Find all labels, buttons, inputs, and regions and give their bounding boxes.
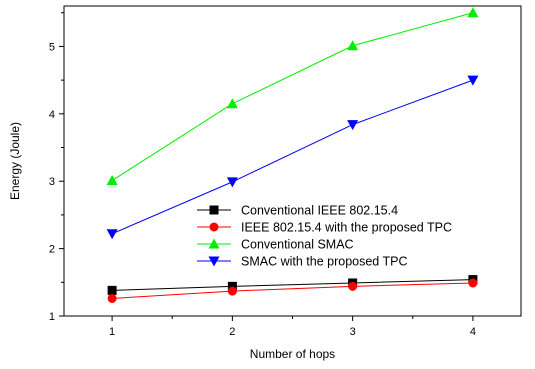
legend-item-3: Conventional SMAC	[197, 238, 354, 252]
series-line-1	[112, 279, 473, 291]
legend-label: IEEE 802.15.4 with the proposed TPC	[241, 221, 452, 235]
y-tick-label-5: 5	[49, 41, 55, 53]
data-point	[106, 175, 118, 186]
legend-marker	[208, 238, 220, 249]
legend-label: Conventional IEEE 802.15.4	[241, 204, 398, 218]
data-point	[467, 75, 479, 86]
y-tick-label-3: 3	[49, 176, 55, 188]
data-point	[227, 281, 237, 291]
x-tick-label-1: 1	[109, 326, 115, 338]
data-point	[347, 40, 359, 51]
data-point	[106, 229, 118, 240]
legend-marker	[208, 256, 220, 267]
data-point	[107, 293, 117, 303]
x-tick-label-3: 3	[350, 326, 356, 338]
x-tick-label-2: 2	[229, 326, 235, 338]
legend-item-4: SMAC with the proposed TPC	[197, 255, 408, 269]
data-point	[347, 120, 359, 131]
y-tick-label-1: 1	[49, 311, 55, 323]
series-line-2	[112, 282, 473, 299]
x-axis-title: Number of hops	[250, 347, 335, 361]
series-1	[107, 275, 478, 295]
data-point	[107, 285, 117, 295]
plot-area-frame	[63, 5, 522, 317]
data-point	[227, 286, 237, 296]
data-point	[468, 278, 478, 288]
y-tick-label-2: 2	[49, 244, 55, 256]
data-point	[348, 281, 358, 291]
legend-marker	[209, 222, 219, 232]
legend-item-2: IEEE 802.15.4 with the proposed TPC	[197, 221, 452, 235]
series-4	[106, 75, 479, 240]
data-point	[467, 7, 479, 18]
series-3	[106, 7, 479, 186]
series-line-4	[111, 79, 474, 235]
y-tick-label-4: 4	[49, 109, 55, 121]
legend-marker	[209, 205, 219, 215]
legend-label: Conventional SMAC	[241, 238, 354, 252]
legend-label: SMAC with the proposed TPC	[241, 255, 408, 269]
y-axis-title: Energy (Joule)	[8, 122, 22, 200]
series-line-3	[111, 12, 474, 181]
data-point	[226, 177, 238, 188]
series-2	[107, 278, 478, 303]
x-tick-label-4: 4	[470, 326, 476, 338]
legend-item-1: Conventional IEEE 802.15.4	[197, 204, 398, 218]
data-point	[226, 98, 238, 109]
